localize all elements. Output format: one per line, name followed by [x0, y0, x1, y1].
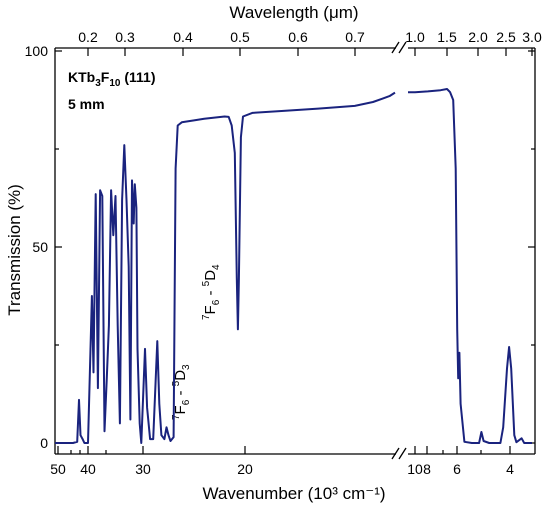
top-tick-label-0.4: 0.4 [173, 29, 193, 45]
annotation-d4: 7F6 - 5D4 [201, 264, 222, 320]
bottom-tick-label-4: 4 [506, 461, 514, 477]
axis-break-top [391, 41, 407, 54]
top-ticks [87, 48, 533, 56]
transmission-series-ir [408, 88, 532, 444]
axis-break-bottom [391, 447, 407, 460]
top-tick-label-1.0: 1.0 [405, 29, 425, 45]
top-tick-label-2.5: 2.5 [496, 29, 516, 45]
top-tick-label-0.7: 0.7 [345, 29, 365, 45]
bottom-tick-label-10: 10 [407, 461, 423, 477]
thickness-label: 5 mm [68, 96, 105, 112]
bottom-tick-label-30: 30 [135, 461, 151, 477]
bottom-tick-label-6: 6 [453, 461, 461, 477]
sample-label: KTb3F10 (111) [68, 69, 156, 89]
bottom-ticks [57, 446, 511, 454]
y-tick-label-50: 50 [32, 239, 48, 255]
top-tick-label-0.3: 0.3 [115, 29, 135, 45]
transmission-series-uv-vis [55, 91, 396, 444]
top-tick-label-0.6: 0.6 [288, 29, 308, 45]
top-tick-label-3.0: 3.0 [522, 29, 542, 45]
y-axis-title: Transmission (%) [5, 184, 24, 316]
bottom-tick-label-40: 40 [80, 461, 96, 477]
bottom-tick-label-50: 50 [50, 461, 66, 477]
annotation-d3: 7F6 - 5D3 [171, 364, 192, 420]
bottom-tick-label-20: 20 [237, 461, 253, 477]
top-tick-label-0.2: 0.2 [78, 29, 98, 45]
top-tick-label-0.5: 0.5 [230, 29, 250, 45]
top-tick-label-2.0: 2.0 [468, 29, 488, 45]
top-tick-label-1.5: 1.5 [437, 29, 457, 45]
top-axis-title: Wavelength (μm) [229, 3, 358, 22]
y-tick-label-0: 0 [40, 435, 48, 451]
bottom-tick-label-8: 8 [423, 461, 431, 477]
x-axis-title: Wavenumber (10³ cm⁻¹) [202, 484, 385, 503]
y-tick-label-100: 100 [25, 43, 49, 59]
